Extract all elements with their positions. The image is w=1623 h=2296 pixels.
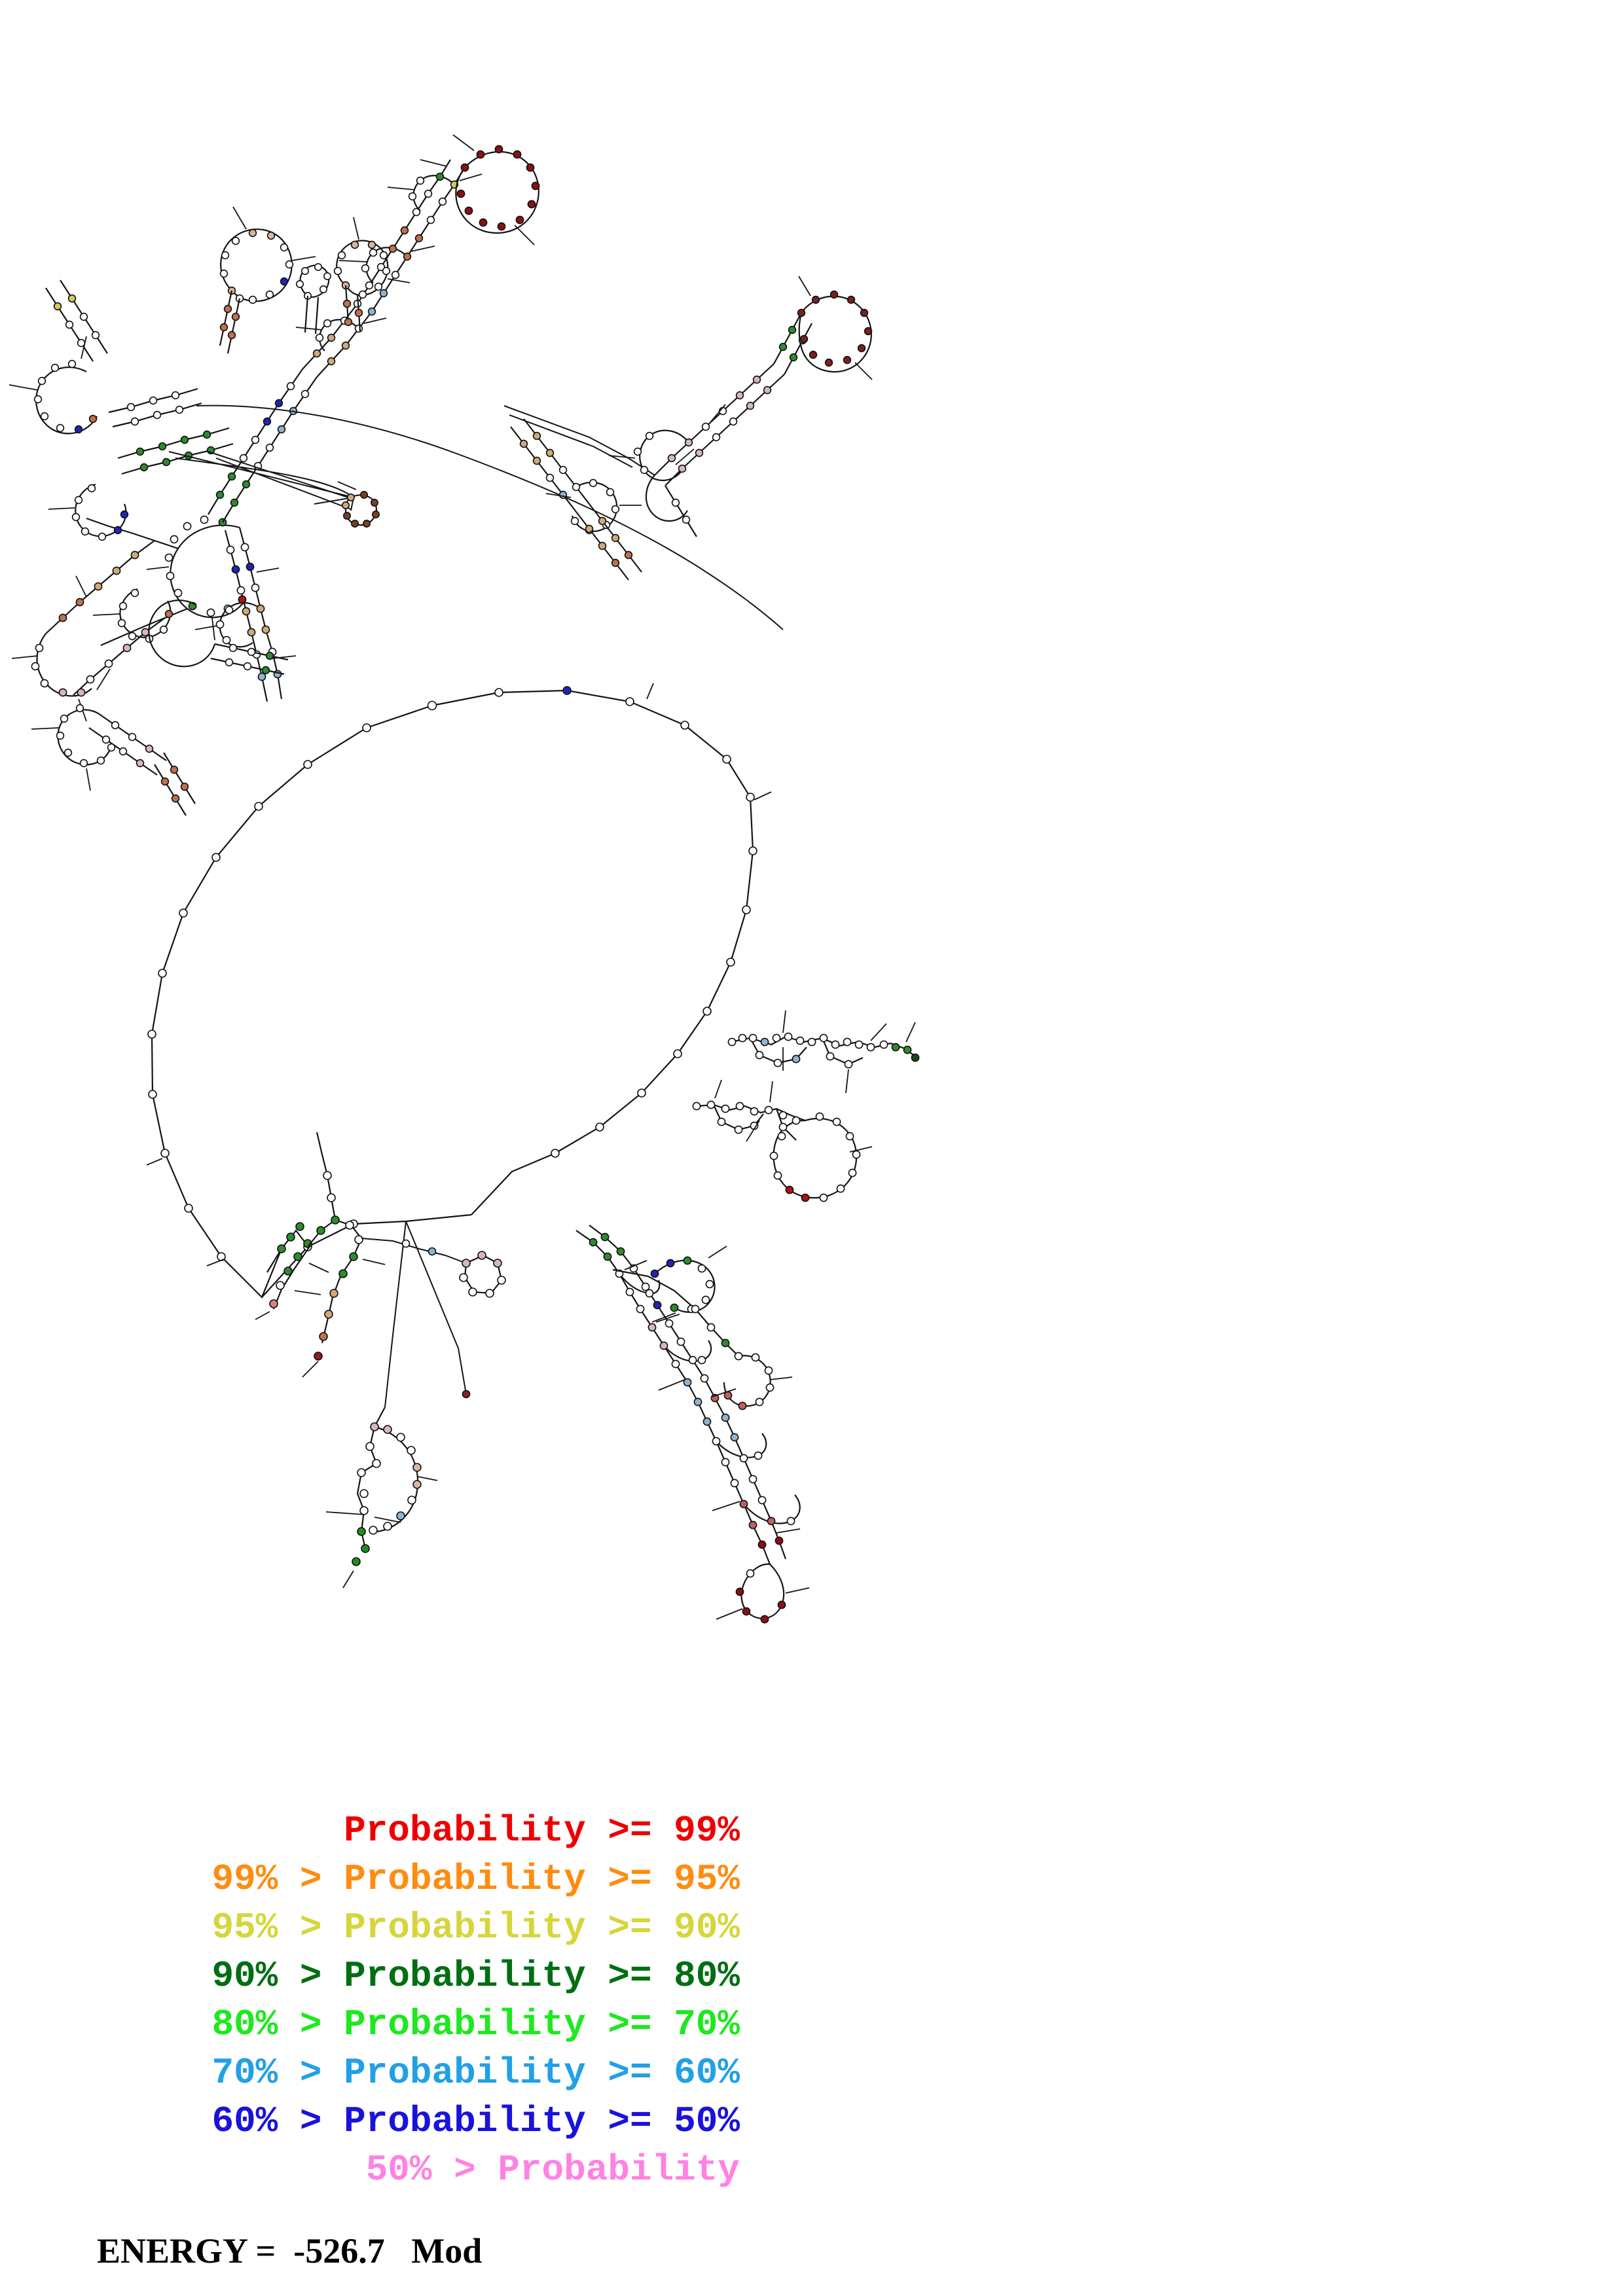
legend-row-prob-99: Probability >= 99% <box>344 1810 740 1852</box>
stem-lower-left <box>255 1222 329 1320</box>
legend-row-prob-60: 70% > Probability >= 60% <box>211 2052 740 2094</box>
branch-right-upper <box>727 1010 920 1094</box>
cluster-hairpins-top <box>219 206 410 354</box>
backbone-layer <box>9 134 920 1624</box>
cluster-upper-left <box>9 279 318 643</box>
hairpin-small-bottom <box>401 1239 506 1298</box>
pseudoknot-connectors <box>168 404 784 630</box>
branch-right-lower <box>692 1079 873 1202</box>
energy-label: ENERGY = -526.7 Mod <box>97 2231 483 2270</box>
legend-row-prob-50: 60% > Probability >= 50% <box>211 2100 740 2142</box>
branch-top-right-side <box>645 475 697 537</box>
arm-upper-right <box>608 363 785 486</box>
cluster-mid-right <box>510 418 642 581</box>
hairpin-top-right <box>773 276 873 380</box>
cluster-lower-left <box>31 704 167 791</box>
arm-bottom-right <box>575 1225 810 1624</box>
branch-mid-left <box>148 600 289 675</box>
multibranch-left <box>86 515 247 647</box>
branch-left-lower <box>294 1132 386 1378</box>
helix-left-down <box>11 540 166 722</box>
cluster-upper-middle <box>295 134 540 378</box>
legend-row-prob-70: 80% > Probability >= 70% <box>211 2003 740 2045</box>
hairpin-lower-center <box>325 1407 438 1588</box>
hairpin-left-mid <box>154 752 196 816</box>
subbranch-right-mid <box>612 1246 793 1410</box>
legend-row-prob-80: 90% > Probability >= 80% <box>211 1955 740 1997</box>
legend-row-prob-90: 95% > Probability >= 90% <box>211 1907 740 1948</box>
legend-row-prob-below-50: 50% > Probability <box>365 2149 740 2191</box>
probability-legend: Probability >= 99% 99% > Probability >= … <box>0 1806 786 2271</box>
arm-upper-left <box>194 527 297 702</box>
pseudoknot-hairpin <box>337 481 380 528</box>
legend-row-prob-95: 99% > Probability >= 95% <box>211 1858 740 1900</box>
rna-structure-plot: .bb{stroke:#151515;stroke-width:2.2;fill… <box>9 134 920 1624</box>
